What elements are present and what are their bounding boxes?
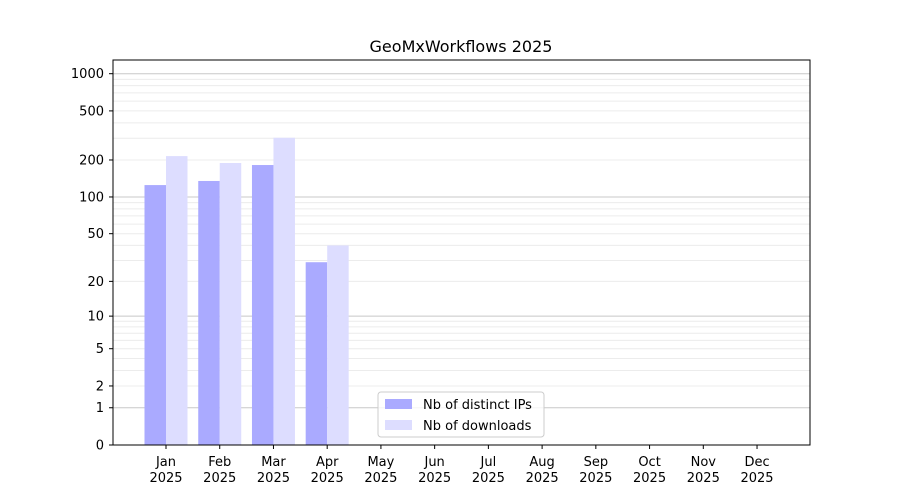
chart-title: GeoMxWorkflows 2025 xyxy=(370,37,553,56)
x-tick-label-month: Jan xyxy=(155,455,176,470)
x-tick-label-month: Jun xyxy=(423,455,444,470)
bar-downloads-feb xyxy=(219,163,242,445)
x-tick-label-month: Dec xyxy=(744,455,769,470)
x-tick-label-year: 2025 xyxy=(203,471,236,486)
bar-ips-apr xyxy=(305,262,328,445)
legend-swatch-downloads xyxy=(385,420,412,430)
x-axis: Jan2025Feb2025Mar2025Apr2025May2025Jun20… xyxy=(149,445,774,486)
y-tick-label: 10 xyxy=(87,310,104,325)
x-tick-label-year: 2025 xyxy=(526,471,559,486)
y-tick-label: 1000 xyxy=(71,67,104,82)
x-tick-label-month: Jul xyxy=(480,455,497,470)
x-tick-label-year: 2025 xyxy=(364,471,397,486)
x-tick-label-year: 2025 xyxy=(418,471,451,486)
x-tick-label-month: Feb xyxy=(208,455,231,470)
x-tick-label-month: May xyxy=(367,455,394,470)
bar-ips-jan xyxy=(144,185,166,445)
y-tick-label: 100 xyxy=(79,190,104,205)
x-tick-label-year: 2025 xyxy=(257,471,290,486)
y-tick-label: 0 xyxy=(96,439,104,454)
y-tick-label: 5 xyxy=(96,342,104,357)
x-tick-label-year: 2025 xyxy=(311,471,344,486)
x-tick-label-month: Sep xyxy=(584,455,609,470)
y-tick-label: 2 xyxy=(96,379,104,394)
y-tick-label: 500 xyxy=(79,104,104,119)
legend: Nb of distinct IPs Nb of downloads xyxy=(377,391,545,438)
bar-downloads-apr xyxy=(327,245,349,445)
x-tick-label-year: 2025 xyxy=(633,471,666,486)
y-tick-label: 1 xyxy=(96,401,104,416)
x-tick-label-year: 2025 xyxy=(472,471,505,486)
x-tick-label-year: 2025 xyxy=(579,471,612,486)
legend-swatch-ips xyxy=(385,399,412,409)
x-tick-label-year: 2025 xyxy=(740,471,773,486)
bar-downloads-jan xyxy=(166,156,188,446)
y-tick-label: 20 xyxy=(87,275,104,290)
legend-box xyxy=(377,391,545,438)
x-tick-label-month: Aug xyxy=(529,455,554,470)
y-tick-label: 200 xyxy=(79,153,104,168)
y-axis: 0 1 2 5 10 20 50 100 200 500 1000 xyxy=(71,67,113,454)
x-tick-label-month: Nov xyxy=(691,455,717,470)
bar-ips-feb xyxy=(198,180,220,446)
bars xyxy=(144,137,349,446)
bar-downloads-mar xyxy=(273,137,295,446)
x-tick-label-year: 2025 xyxy=(149,471,182,486)
plot-frame xyxy=(112,59,811,446)
x-tick-label-year: 2025 xyxy=(687,471,720,486)
x-tick-label-month: Oct xyxy=(638,455,660,470)
x-tick-label-month: Apr xyxy=(316,455,339,470)
legend-label-downloads: Nb of downloads xyxy=(423,419,532,434)
legend-label-ips: Nb of distinct IPs xyxy=(423,398,532,413)
bar-ips-mar xyxy=(251,165,274,446)
x-tick-label-month: Mar xyxy=(261,455,286,470)
y-tick-label: 50 xyxy=(87,227,104,242)
